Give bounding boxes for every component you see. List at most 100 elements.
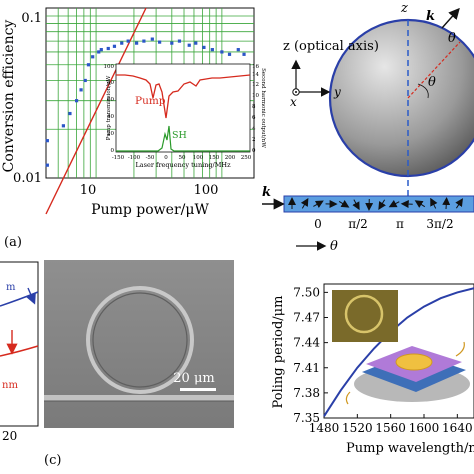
data-point xyxy=(83,78,87,83)
x-tick-10: 10 xyxy=(80,183,97,198)
left-tick: 20 xyxy=(2,429,17,443)
inset-y-tick-right-5: 10 xyxy=(252,93,259,99)
left-label-top: m xyxy=(6,282,16,293)
pump-trace xyxy=(116,74,251,119)
inset-y-tick-right-3: 6 xyxy=(252,115,256,121)
panel-c-label: (c) xyxy=(44,453,61,468)
inset-plot: Pump SH -150 -100 -50 0 50 100 150 200 2… xyxy=(104,63,266,169)
scale-bar xyxy=(180,388,216,391)
data-point xyxy=(150,37,154,41)
strip-tick-3pi-2: 3π/2 xyxy=(426,217,453,231)
domain-arrow xyxy=(455,198,463,209)
inset-x-label: Laser frequency tuning/MHz xyxy=(135,161,231,169)
domain-arrow xyxy=(388,199,400,208)
data-points xyxy=(45,37,246,167)
x-tick-100: 100 xyxy=(194,183,219,198)
device-wire xyxy=(345,391,351,405)
sh-trace xyxy=(116,125,250,152)
z-top-label: z xyxy=(400,1,408,16)
sem-image xyxy=(44,260,234,428)
inset-x-tick-1: -100 xyxy=(128,155,141,161)
y-tick-label: 7.47 xyxy=(293,311,320,325)
strip-k-label: k xyxy=(262,185,271,200)
k-label: k xyxy=(426,9,435,24)
theta-arc xyxy=(417,83,429,99)
data-point xyxy=(45,163,49,167)
chart-c-ticks: 1480 1520 1560 1600 1640 7.35 7.38 7.41 7.44 7.47… xyxy=(293,285,472,435)
x-axis-label: Pump power/μW xyxy=(91,202,209,218)
sem-ring-inner xyxy=(92,292,188,388)
domain-arrow xyxy=(313,200,324,208)
inset-y-tick-left-5: 100 xyxy=(104,64,115,70)
inset-y-tick-right-2: 4 xyxy=(252,126,256,132)
inset-y-tick-left-2: 40 xyxy=(107,114,114,120)
inset-y-label-right: Second harmonic output/nW xyxy=(260,68,266,148)
y-tick-0-1: 0.1 xyxy=(21,11,42,26)
domain-arrow xyxy=(338,200,350,208)
data-point xyxy=(202,45,206,49)
inset-x-tick-3: 0 xyxy=(164,155,168,161)
domain-arrow xyxy=(442,197,451,210)
inset-y-tick-right-6: 12 xyxy=(252,82,259,88)
domain-arrow xyxy=(378,199,386,210)
theta-direction-label: θ xyxy=(330,239,338,254)
poling-period-chart: 1480 1520 1560 1600 1640 7.35 7.38 7.41 7.44 7.47… xyxy=(293,283,474,435)
data-point xyxy=(97,50,101,54)
panel-b: z k θ θ z (optical axis) x y k 0 π/2 π 3… xyxy=(262,1,474,254)
panel-a: 0.1 0.01 10 100 Conversion efficiency Pu… xyxy=(1,7,266,250)
data-point xyxy=(79,88,83,92)
inset-y-tick-right-4: 8 xyxy=(252,104,256,110)
inset-y-tick-right-1: 2 xyxy=(252,137,256,143)
inset-x-tick-5: 100 xyxy=(193,155,204,161)
data-point xyxy=(106,46,110,51)
left-label-bottom: nm xyxy=(2,380,18,391)
data-point xyxy=(142,39,146,43)
inset-photo-ring xyxy=(344,294,384,334)
left-fragment-frame xyxy=(0,261,39,427)
radius-line xyxy=(407,41,461,99)
y-tick-0-01: 0.01 xyxy=(13,171,42,186)
theta-label-inner: θ xyxy=(428,75,436,90)
y-tick-label: 7.44 xyxy=(293,336,320,350)
data-point xyxy=(45,139,49,143)
data-point xyxy=(91,55,95,59)
inset-x-tick-2: -50 xyxy=(146,155,155,161)
inset-sh-label: SH xyxy=(172,130,187,141)
data-point xyxy=(177,39,182,43)
inset-y-tick-right-0: 0 xyxy=(252,148,256,154)
data-point xyxy=(242,52,246,56)
data-point xyxy=(187,43,191,47)
strip-tick-pi: π xyxy=(396,217,404,231)
x-axis-label: x xyxy=(290,95,297,109)
inset-y-tick-right-8: 16 xyxy=(252,64,259,70)
data-point xyxy=(210,48,214,52)
x-tick-label: 1560 xyxy=(375,421,406,435)
left-red-curve xyxy=(0,345,39,357)
x-tick-label: 1520 xyxy=(342,421,373,435)
data-point xyxy=(61,124,66,128)
data-point xyxy=(86,63,91,67)
data-point xyxy=(120,41,124,45)
data-point xyxy=(135,41,139,45)
domain-arrow xyxy=(300,197,309,209)
domain-arrow xyxy=(352,199,360,211)
data-point xyxy=(126,39,130,43)
inset-x-tick-0: -150 xyxy=(112,155,125,161)
inset-y-tick-left-1: 20 xyxy=(107,131,114,137)
inset-x-tick-7: 200 xyxy=(225,155,236,161)
inset-y-tick-left-4: 80 xyxy=(107,80,114,86)
chart-c-ylabel: Poling period/μm xyxy=(271,296,286,409)
inset-x-tick-6: 150 xyxy=(209,155,220,161)
k-arrow xyxy=(441,7,460,29)
sem-bus-waveguide xyxy=(44,395,234,401)
x-tick-label: 1480 xyxy=(309,421,340,435)
data-point xyxy=(158,40,162,44)
poling-strip xyxy=(283,195,474,213)
inset-pump-label: Pump xyxy=(135,95,166,107)
panel-a-label: (a) xyxy=(4,235,22,250)
domain-arrows xyxy=(288,197,463,211)
data-point xyxy=(99,48,103,52)
data-point xyxy=(220,50,224,54)
strip-tick-pi-2: π/2 xyxy=(348,217,368,231)
